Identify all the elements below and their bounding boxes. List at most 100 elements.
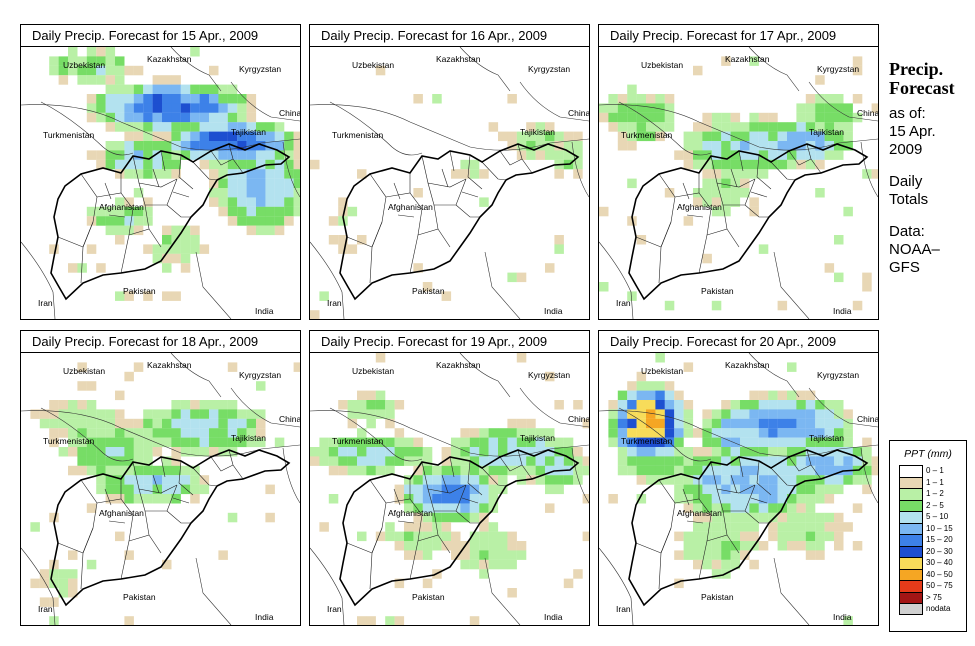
precip-cell (702, 456, 712, 466)
precip-cell (617, 94, 628, 104)
precip-cell (545, 141, 555, 151)
precip-cell (617, 131, 628, 142)
country-label-uzbekistan: Uzbekistan (63, 60, 106, 70)
precip-cell (730, 531, 741, 542)
country-border (170, 47, 222, 92)
precip-cell (86, 244, 97, 254)
precip-cell (582, 531, 589, 542)
precip-cell (199, 131, 210, 142)
precip-cell (545, 150, 555, 160)
precip-cell (646, 437, 656, 448)
precip-cell (768, 159, 778, 170)
precip-cell (693, 531, 703, 542)
precip-cell (451, 484, 461, 495)
precip-cell (674, 456, 684, 466)
precip-cell (573, 131, 583, 142)
province-border (172, 191, 190, 198)
precip-cell (115, 291, 125, 301)
precip-cell (58, 418, 69, 429)
totals-label-1: Daily (889, 173, 923, 190)
precip-cell (646, 131, 656, 142)
precip-cell (357, 616, 367, 625)
precip-cell (162, 291, 172, 301)
precip-cell (209, 400, 219, 410)
precip-cell (105, 484, 116, 495)
precip-cell (627, 178, 637, 189)
precip-cell (49, 56, 59, 66)
precip-cell (105, 159, 116, 170)
province-border (686, 520, 704, 524)
precip-cell (293, 159, 300, 170)
province-border (455, 510, 480, 524)
precip-cell (180, 131, 191, 142)
precip-cell (852, 94, 863, 104)
precip-cell (199, 84, 210, 95)
precip-cell (711, 197, 722, 207)
precip-cell (404, 494, 414, 504)
precip-cell (171, 428, 181, 438)
precip-cell (749, 390, 759, 401)
precip-cell (843, 122, 853, 132)
precip-cell (796, 103, 806, 113)
precip-cell (218, 94, 228, 104)
precip-cell (218, 131, 228, 142)
precip-cell (516, 550, 527, 560)
precip-cell (105, 465, 116, 476)
precip-cell (451, 475, 461, 485)
precip-cell (655, 353, 665, 363)
precip-cell (740, 188, 750, 198)
legend-label: 10 – 15 (926, 523, 953, 533)
precip-cell (711, 437, 722, 448)
province-border (788, 150, 812, 166)
precip-cell (617, 103, 628, 113)
precip-cell (180, 428, 191, 438)
country-border (310, 547, 345, 625)
precip-cell (721, 512, 731, 523)
precip-cell (218, 550, 228, 560)
precip-cell (730, 475, 741, 485)
precip-cell (683, 418, 694, 429)
precip-cell (190, 428, 200, 438)
precip-cell (310, 159, 320, 170)
precip-cell (516, 272, 527, 283)
precip-cell (190, 225, 200, 236)
precip-cell (664, 122, 675, 132)
precip-cell (124, 131, 134, 142)
precip-cell (693, 428, 703, 438)
precip-cell (133, 216, 144, 226)
precip-cell (115, 428, 125, 438)
province-border (716, 178, 756, 206)
precip-cell (702, 409, 712, 419)
precip-cell (479, 503, 489, 513)
precip-cell (237, 103, 247, 113)
precip-cell (627, 94, 637, 104)
precip-cell (143, 465, 153, 476)
precip-cell (49, 597, 59, 607)
precip-cell (655, 456, 665, 466)
precip-cell (749, 512, 759, 523)
province-border (635, 542, 662, 554)
precip-cell (834, 409, 844, 419)
precip-cell (608, 437, 618, 448)
province-border (437, 228, 451, 248)
province-border (172, 497, 190, 504)
precip-cell (740, 409, 750, 419)
precip-cell (545, 503, 555, 513)
panel-title: Daily Precip. Forecast for 16 Apr., 2009 (310, 25, 589, 47)
province-border (716, 484, 756, 512)
precip-cell (815, 465, 825, 476)
precip-cell (105, 65, 116, 76)
precip-cell (627, 418, 637, 429)
precip-cell (674, 475, 684, 485)
precip-cell (451, 503, 461, 513)
precip-cell (796, 456, 806, 466)
legend-label: 0 – 1 (926, 466, 944, 475)
precip-cell (777, 531, 788, 542)
precip-cell (573, 475, 583, 485)
precip-cell (507, 272, 517, 283)
precip-cell (721, 475, 731, 485)
precip-cell (375, 465, 386, 476)
precip-cell (375, 400, 386, 410)
province-border (152, 168, 160, 188)
precip-cell (469, 541, 480, 551)
